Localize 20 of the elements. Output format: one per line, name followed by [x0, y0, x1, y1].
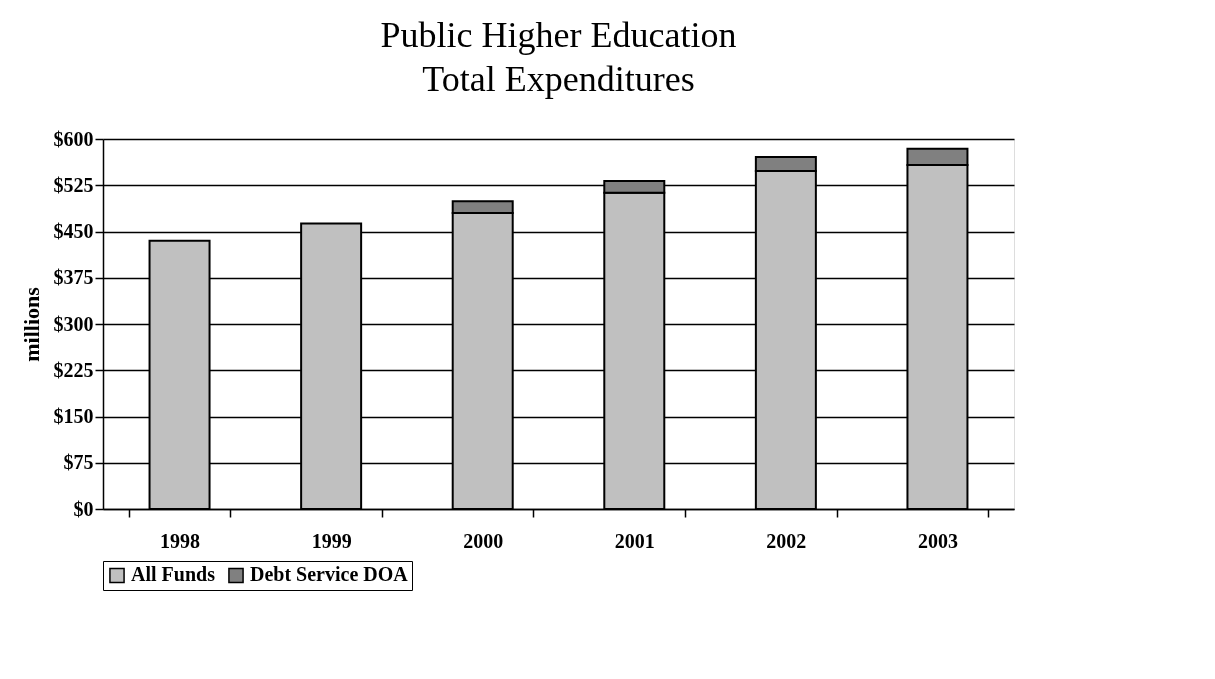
x-tick-label: 2000 [463, 529, 504, 552]
legend-label: Debt Service DOA [250, 563, 409, 586]
text: Total Expenditures [422, 59, 695, 99]
x-tick-label: 2003 [917, 529, 958, 552]
y-tick-label: $0 [73, 497, 94, 520]
y-axis-title: millions [18, 286, 44, 362]
legend-label: All Funds [131, 563, 216, 586]
y-tick-label: $150 [53, 405, 94, 427]
y-tick-label: $525 [53, 173, 94, 196]
y-tick-label: $450 [53, 220, 94, 242]
y-tick-label: $75 [63, 451, 94, 474]
x-tick-label: 2001 [614, 529, 655, 552]
x-tick-label: 1999 [311, 529, 352, 552]
text: Public Higher Education [380, 15, 737, 55]
x-tick-label: 1998 [160, 529, 201, 552]
y-tick-label: $375 [53, 266, 94, 289]
y-tick-label: $300 [53, 312, 94, 335]
y-tick-label: $600 [53, 127, 94, 150]
x-tick-label: 2002 [766, 529, 807, 552]
y-tick-label: $225 [53, 358, 94, 381]
